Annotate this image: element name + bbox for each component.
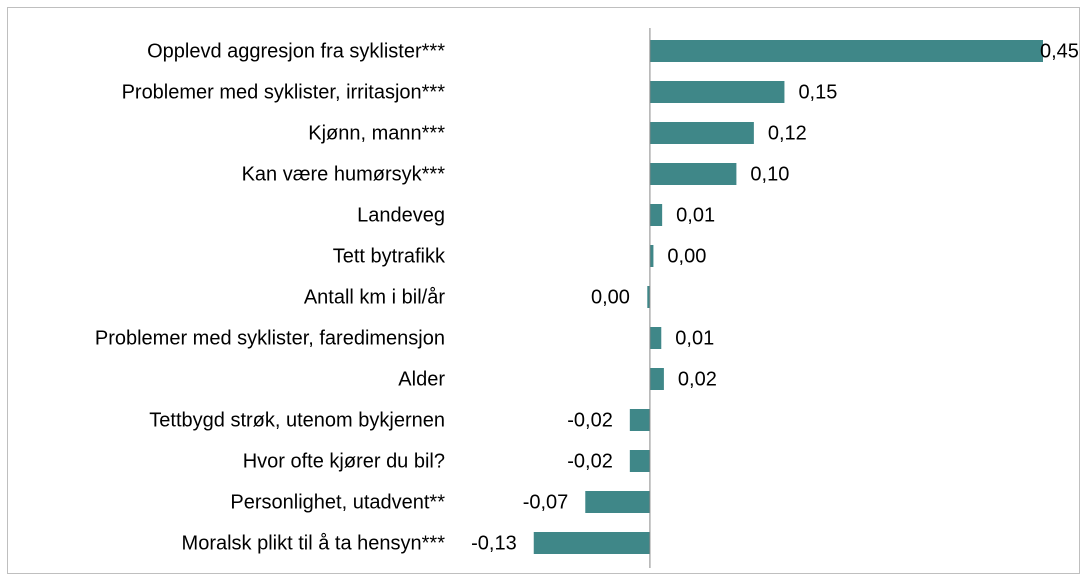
category-label: Antall km i bil/år <box>304 286 445 308</box>
category-label: Alder <box>398 368 445 390</box>
value-label: -0,13 <box>471 532 517 554</box>
category-label: Tettbygd strøk, utenom bykjernen <box>149 409 445 431</box>
bar <box>649 40 1043 62</box>
bar <box>649 245 654 267</box>
category-label: Personlighet, utadvent** <box>230 491 445 513</box>
bar <box>649 163 737 185</box>
category-label: Opplevd aggresjon fra syklister*** <box>147 40 445 62</box>
chart-border <box>7 7 1080 574</box>
value-label: 0,15 <box>798 81 837 103</box>
bar <box>585 491 650 513</box>
category-label: Problemer med syklister, faredimensjon <box>95 327 445 349</box>
bar <box>649 204 663 226</box>
bar <box>649 122 754 144</box>
category-label: Kjønn, mann*** <box>308 122 445 144</box>
bar <box>649 368 664 390</box>
value-label: 0,01 <box>675 327 714 349</box>
bar <box>649 81 785 103</box>
bar <box>629 450 650 472</box>
category-label: Moralsk plikt til å ta hensyn*** <box>182 532 446 554</box>
value-label: -0,02 <box>567 450 613 472</box>
bar <box>629 409 650 431</box>
bar <box>649 327 662 349</box>
value-label: 0,02 <box>678 368 717 390</box>
value-label: -0,02 <box>567 409 613 431</box>
bar <box>647 286 650 308</box>
value-label: 0,45 <box>1040 40 1079 62</box>
bar <box>533 532 650 554</box>
value-label: 0,12 <box>768 122 807 144</box>
value-label: -0,07 <box>523 491 569 513</box>
value-label: 0,00 <box>667 245 706 267</box>
value-label: 0,01 <box>676 204 715 226</box>
category-label: Hvor ofte kjører du bil? <box>243 450 445 472</box>
value-label: 0,00 <box>591 286 630 308</box>
category-label: Landeveg <box>357 204 445 226</box>
category-label: Kan være humørsyk*** <box>242 163 446 185</box>
value-label: 0,10 <box>750 163 789 185</box>
category-label: Problemer med syklister, irritasjon*** <box>122 81 446 103</box>
category-label: Tett bytrafikk <box>333 245 446 267</box>
